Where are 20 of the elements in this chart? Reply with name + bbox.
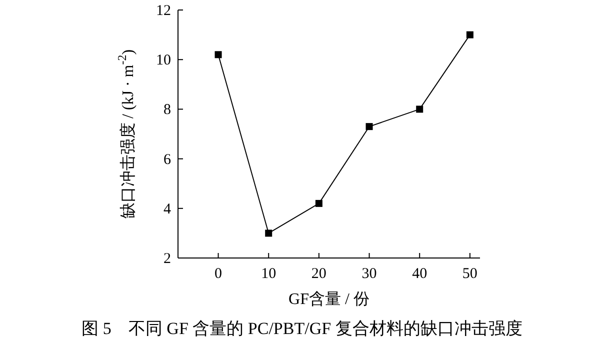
x-tick-label: 10 xyxy=(261,266,276,282)
y-tick-label: 8 xyxy=(164,102,171,118)
point xyxy=(315,200,322,207)
point xyxy=(265,230,272,237)
x-tick-label: 20 xyxy=(311,266,326,282)
x-tick-label: 0 xyxy=(214,266,222,282)
y-tick-label: 10 xyxy=(156,52,171,69)
point xyxy=(416,106,424,113)
point xyxy=(366,123,373,130)
y-tick-label: 4 xyxy=(164,201,172,218)
point xyxy=(466,31,474,38)
caption: 图 5 不同 GF 含量的 PC/PBT/GF 复合材料的缺口冲击强度 xyxy=(82,319,522,338)
x-axis-title: GF含量 / 份 xyxy=(288,290,370,308)
x-tick-label: 50 xyxy=(462,266,478,282)
y-tick-label: 6 xyxy=(164,152,172,168)
y-tick-label: 12 xyxy=(156,3,171,19)
x-tick-label: 30 xyxy=(362,266,377,282)
point xyxy=(214,51,222,58)
x-tick-label: 40 xyxy=(412,266,428,282)
y-tick-label: 2 xyxy=(164,251,171,267)
